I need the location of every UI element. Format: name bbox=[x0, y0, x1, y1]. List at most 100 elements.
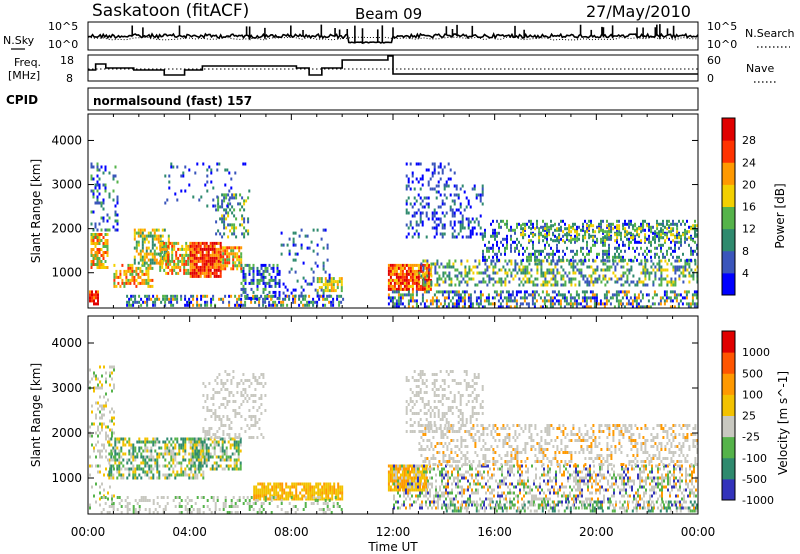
power-cell bbox=[96, 165, 99, 169]
power-cell bbox=[528, 252, 530, 256]
velocity-cell bbox=[279, 497, 282, 501]
power-cell bbox=[231, 193, 234, 197]
power-cell bbox=[520, 233, 523, 237]
velocity-cell bbox=[285, 491, 288, 495]
velocity-cell bbox=[114, 443, 117, 447]
power-cell bbox=[433, 299, 436, 303]
power-cell bbox=[648, 277, 651, 281]
power-cell bbox=[94, 263, 97, 266]
power-cell bbox=[173, 247, 176, 251]
power-cell bbox=[576, 249, 578, 253]
power-cell bbox=[560, 237, 562, 241]
power-cell bbox=[562, 258, 564, 262]
power-cell bbox=[674, 259, 677, 263]
power-cell bbox=[561, 293, 564, 297]
power-cell bbox=[686, 237, 688, 241]
power-cell bbox=[534, 258, 536, 262]
power-cell bbox=[687, 305, 690, 309]
power-cell bbox=[630, 268, 633, 272]
power-cell bbox=[510, 274, 513, 278]
velocity-cell bbox=[222, 382, 225, 385]
velocity-cell bbox=[97, 386, 99, 390]
power-cell bbox=[326, 294, 329, 298]
velocity-cell bbox=[337, 488, 340, 492]
velocity-cell bbox=[152, 437, 155, 441]
power-cell bbox=[436, 259, 439, 263]
power-cell bbox=[238, 249, 241, 253]
power-cell bbox=[318, 286, 321, 290]
power-cell bbox=[592, 283, 595, 287]
velocity-cell bbox=[116, 476, 119, 480]
velocity-cell bbox=[336, 505, 339, 508]
power-cell bbox=[670, 233, 673, 237]
power-cell bbox=[604, 239, 607, 243]
power-cell bbox=[185, 271, 188, 275]
power-cell bbox=[552, 271, 555, 275]
power-cell bbox=[98, 183, 101, 187]
power-cell bbox=[243, 220, 246, 224]
power-cell bbox=[426, 262, 429, 266]
velocity-cell bbox=[202, 505, 205, 508]
power-cell bbox=[308, 303, 311, 307]
velocity-cell bbox=[307, 491, 310, 495]
power-cell bbox=[538, 252, 540, 256]
cpid-label: CPID bbox=[6, 93, 38, 107]
power-cell bbox=[630, 240, 632, 244]
power-cell bbox=[612, 262, 615, 266]
power-cell bbox=[459, 299, 462, 303]
power-cell bbox=[153, 237, 156, 241]
velocity-cell bbox=[259, 482, 262, 486]
power-cell bbox=[338, 280, 341, 284]
power-cell bbox=[666, 268, 669, 272]
power-cell bbox=[203, 256, 206, 260]
power-cell bbox=[618, 259, 621, 263]
power-cell bbox=[682, 233, 685, 237]
power-cell bbox=[580, 262, 583, 266]
power-cell bbox=[482, 258, 484, 262]
power-cell bbox=[542, 280, 545, 284]
power-cell bbox=[133, 258, 136, 262]
power-cell bbox=[676, 224, 679, 228]
power-cell bbox=[135, 266, 138, 270]
velocity-cell bbox=[200, 440, 203, 444]
power-cell bbox=[322, 291, 325, 295]
power-cell bbox=[235, 217, 238, 221]
power-cell bbox=[193, 268, 196, 272]
power-cell bbox=[595, 296, 598, 300]
power-cell bbox=[96, 168, 99, 172]
power-cell bbox=[432, 262, 435, 266]
power-cell bbox=[239, 208, 242, 212]
power-cell bbox=[461, 217, 464, 221]
power-cell bbox=[492, 283, 495, 287]
velocity-cell bbox=[226, 511, 229, 514]
velocity-cell bbox=[152, 443, 155, 447]
power-cell bbox=[599, 299, 602, 303]
velocity-cell bbox=[270, 511, 273, 514]
velocity-cell bbox=[220, 403, 223, 406]
velocity-cell bbox=[174, 473, 177, 477]
power-cell bbox=[668, 219, 670, 223]
velocity-cell bbox=[124, 437, 127, 441]
velocity-cell bbox=[253, 497, 256, 501]
velocity-cell bbox=[140, 476, 143, 480]
power-cell bbox=[191, 256, 194, 260]
power-cell bbox=[618, 219, 620, 223]
velocity-cell bbox=[107, 440, 109, 444]
power-cell bbox=[524, 249, 526, 253]
power-cell bbox=[469, 220, 472, 224]
power-cell bbox=[389, 296, 392, 300]
velocity-cell bbox=[201, 440, 204, 444]
power-cell bbox=[544, 274, 547, 278]
power-cell bbox=[641, 293, 644, 297]
velocity-cell bbox=[312, 496, 315, 499]
velocity-cell bbox=[95, 482, 97, 486]
power-cell bbox=[500, 252, 502, 256]
velocity-cell bbox=[252, 508, 255, 511]
power-cell bbox=[507, 293, 510, 297]
velocity-cell bbox=[233, 461, 236, 465]
velocity-cell bbox=[263, 488, 266, 492]
velocity-cell bbox=[178, 449, 181, 453]
power-cell bbox=[204, 303, 207, 307]
power-cell bbox=[492, 231, 494, 235]
velocity-cell bbox=[200, 458, 203, 462]
